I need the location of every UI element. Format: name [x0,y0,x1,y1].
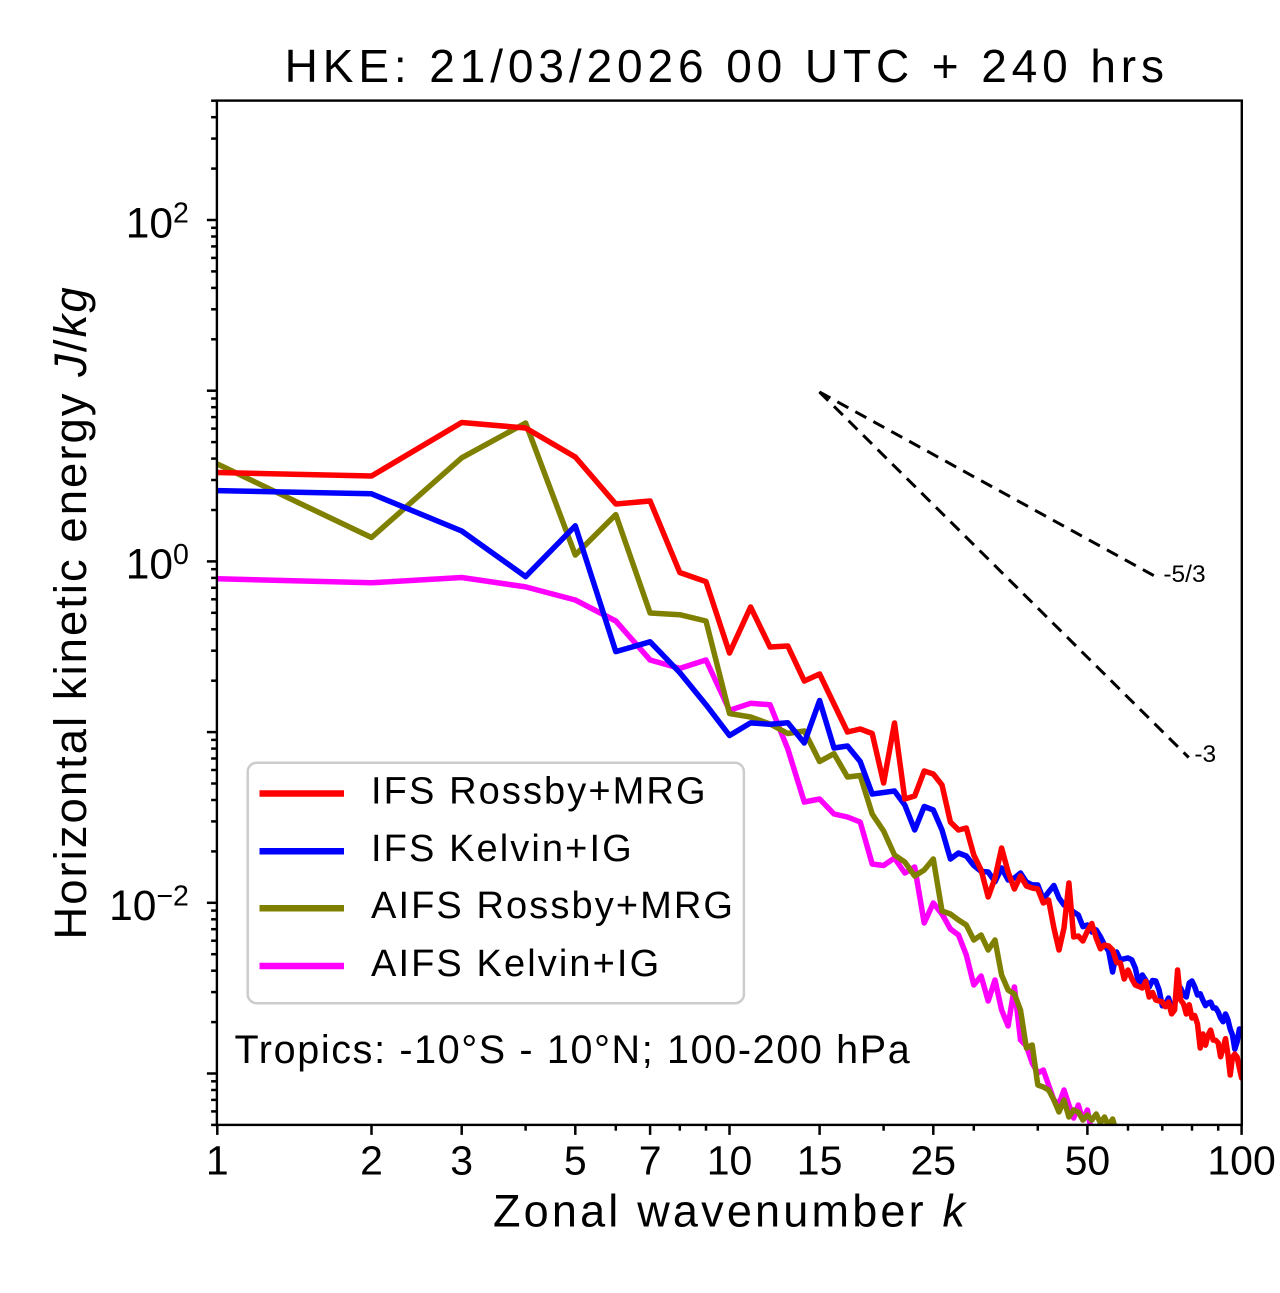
svg-text:-3: -3 [1194,741,1216,768]
svg-text:15: 15 [797,1138,843,1184]
svg-text:AIFS Kelvin+IG: AIFS Kelvin+IG [371,943,661,985]
svg-text:-5/3: -5/3 [1163,561,1205,588]
svg-text:AIFS Rossby+MRG: AIFS Rossby+MRG [371,885,735,927]
svg-text:5: 5 [564,1138,587,1184]
svg-text:HKE: 21/03/2026 00 UTC + 240 h: HKE: 21/03/2026 00 UTC + 240 hrs [285,40,1169,92]
svg-text:3: 3 [450,1138,473,1184]
svg-text:100: 100 [1207,1138,1275,1184]
svg-text:10: 10 [707,1138,753,1184]
svg-text:50: 50 [1065,1138,1111,1184]
svg-text:1: 1 [206,1138,229,1184]
svg-text:Horizontal kinetic energy J/kg: Horizontal kinetic energy J/kg [45,285,96,939]
svg-text:2: 2 [360,1138,383,1184]
svg-text:Tropics: -10°S - 10°N; 100-200: Tropics: -10°S - 10°N; 100-200 hPa [235,1028,912,1072]
svg-text:IFS Rossby+MRG: IFS Rossby+MRG [371,770,708,812]
svg-text:Zonal wavenumber k: Zonal wavenumber k [493,1186,968,1237]
svg-text:IFS Kelvin+IG: IFS Kelvin+IG [371,828,634,870]
svg-text:7: 7 [639,1138,662,1184]
svg-text:25: 25 [910,1138,956,1184]
